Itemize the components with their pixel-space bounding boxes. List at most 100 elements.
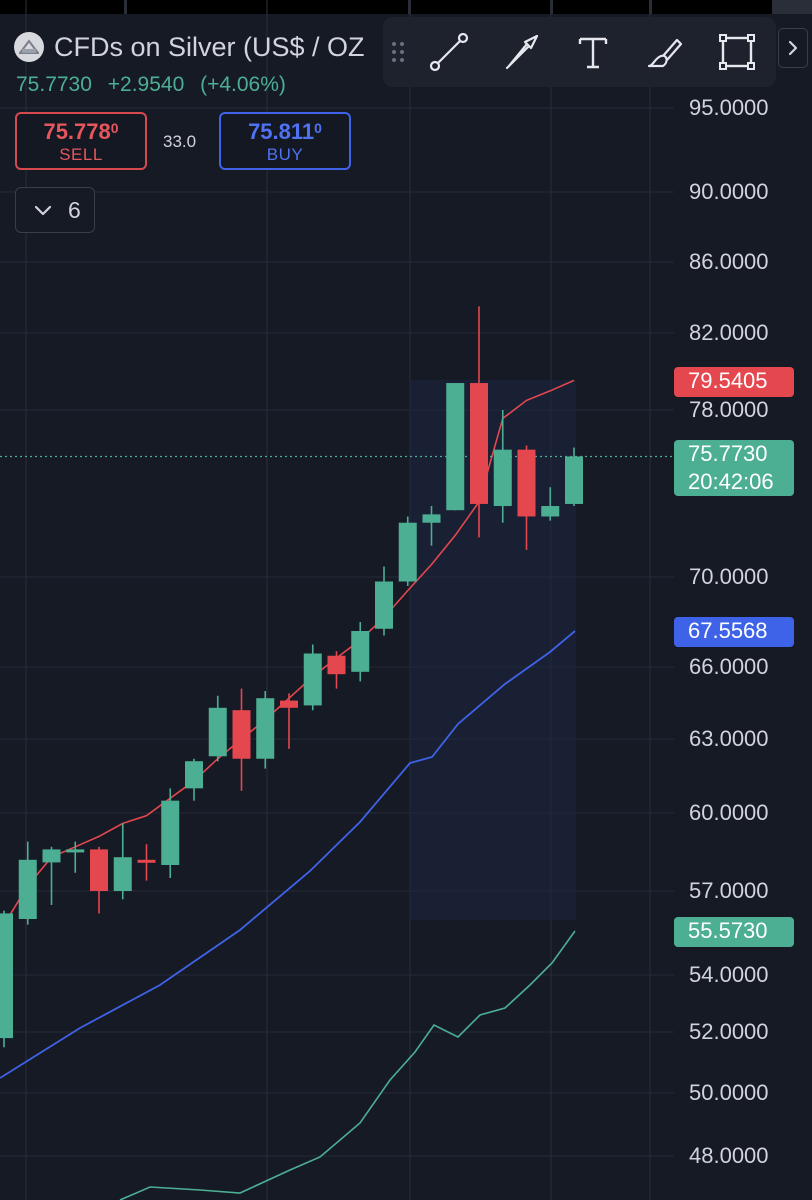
candle (161, 788, 180, 878)
buy-button[interactable]: 75.8110 BUY (219, 112, 351, 170)
upper-band-badge: 79.5405 (674, 367, 794, 397)
lower-band-line (119, 930, 576, 1200)
candle (137, 844, 156, 881)
candle-body (90, 849, 108, 891)
silver-logo-icon (14, 32, 44, 62)
candle (0, 910, 13, 1048)
symbol-header[interactable]: CFDs on Silver (US$ / OZ (14, 30, 386, 64)
axis-label: 78.0000 (689, 397, 769, 422)
candle (303, 644, 322, 711)
candle (113, 823, 132, 900)
axis-label: 48.0000 (689, 1143, 769, 1168)
band-fill-area (410, 380, 576, 920)
candle-body (280, 700, 298, 708)
candle (42, 846, 61, 905)
candles (0, 306, 583, 1048)
candle-body (208, 707, 227, 757)
candle-body (565, 456, 583, 504)
candle (208, 695, 227, 762)
candle (470, 306, 488, 538)
candle-body (0, 913, 13, 1039)
candle (446, 383, 465, 511)
axis-label: 66.0000 (689, 654, 769, 679)
candle-body (185, 761, 203, 789)
chevron-right-icon[interactable] (778, 28, 808, 68)
sell-label: SELL (59, 145, 103, 164)
spread-value: 33.0 (163, 132, 197, 151)
trend-line-icon[interactable] (413, 17, 485, 87)
candle (493, 410, 512, 523)
price-summary: 75.7730 +2.9540 (+4.06%) (16, 73, 296, 97)
indicators-toggle-button[interactable]: 6 (15, 187, 95, 233)
candle (375, 566, 393, 636)
axis-label: 90.0000 (689, 179, 769, 204)
candle (185, 758, 203, 801)
candle-body (493, 449, 512, 507)
sell-button[interactable]: 75.7780 SELL (15, 112, 147, 170)
candle (256, 691, 275, 769)
candle-body (303, 653, 322, 706)
axis-label: 86.0000 (689, 249, 769, 274)
middle-band-badge: 67.5568 (674, 617, 794, 647)
candle-body (541, 506, 560, 517)
chevron-down-icon (34, 205, 52, 216)
candle-body (351, 631, 370, 672)
axis-label: 50.0000 (689, 1080, 769, 1105)
candle (351, 622, 370, 682)
candle-body (161, 800, 180, 865)
candle-body (327, 655, 346, 675)
buy-price: 75.8110 (248, 119, 322, 144)
brush-icon[interactable] (629, 17, 701, 87)
candle-body (422, 514, 441, 523)
candle (18, 841, 37, 925)
candle (422, 506, 441, 546)
symbol-title: CFDs on Silver (US$ / OZ (54, 31, 365, 62)
indicators-count: 6 (68, 196, 81, 223)
candle-countdown: 20:42:06 (688, 469, 774, 494)
candle-body (18, 859, 37, 919)
axis-label: 54.0000 (689, 962, 769, 987)
candle-body (375, 581, 393, 629)
axis-label: 60.0000 (689, 800, 769, 825)
middle-band-line (0, 630, 576, 1079)
text-icon[interactable] (557, 17, 629, 87)
candle-body (470, 383, 488, 504)
band-fill (410, 380, 576, 920)
lower-band-badge: 55.5730 (674, 917, 794, 947)
candle (398, 516, 417, 586)
candle-body (398, 522, 417, 582)
price-change: +2.9540 (107, 73, 185, 96)
axis-label: 70.0000 (689, 564, 769, 589)
candle-body (113, 857, 132, 891)
buy-label: BUY (266, 145, 304, 164)
candle (327, 651, 346, 689)
sell-price: 75.7780 (43, 119, 119, 144)
candle-body (446, 383, 465, 511)
candle-body (232, 710, 251, 759)
current-price-badge: 75.7730 20:42:06 (674, 440, 794, 496)
candle-body (42, 849, 61, 863)
candle-body (66, 849, 85, 853)
candle (541, 487, 560, 521)
candle-body (256, 698, 275, 759)
candle (280, 693, 298, 749)
price-change-percent: (+4.06%) (200, 73, 286, 96)
candle (517, 445, 536, 550)
current-price-value: 75.7730 (688, 441, 768, 466)
candle (90, 846, 108, 914)
candle (66, 841, 85, 873)
arrow-icon[interactable] (485, 17, 557, 87)
candle (565, 447, 583, 507)
axis-label: 57.0000 (689, 878, 769, 903)
axis-label: 82.0000 (689, 320, 769, 345)
drawing-toolbar (383, 17, 776, 87)
drag-handle-icon[interactable] (383, 17, 413, 87)
rectangle-icon[interactable] (701, 17, 773, 87)
axis-label: 63.0000 (689, 726, 769, 751)
candle-body (517, 449, 536, 517)
candle-body (137, 859, 156, 863)
last-price: 75.7730 (16, 73, 92, 96)
axis-label: 95.0000 (689, 95, 769, 120)
axis-label: 52.0000 (689, 1019, 769, 1044)
